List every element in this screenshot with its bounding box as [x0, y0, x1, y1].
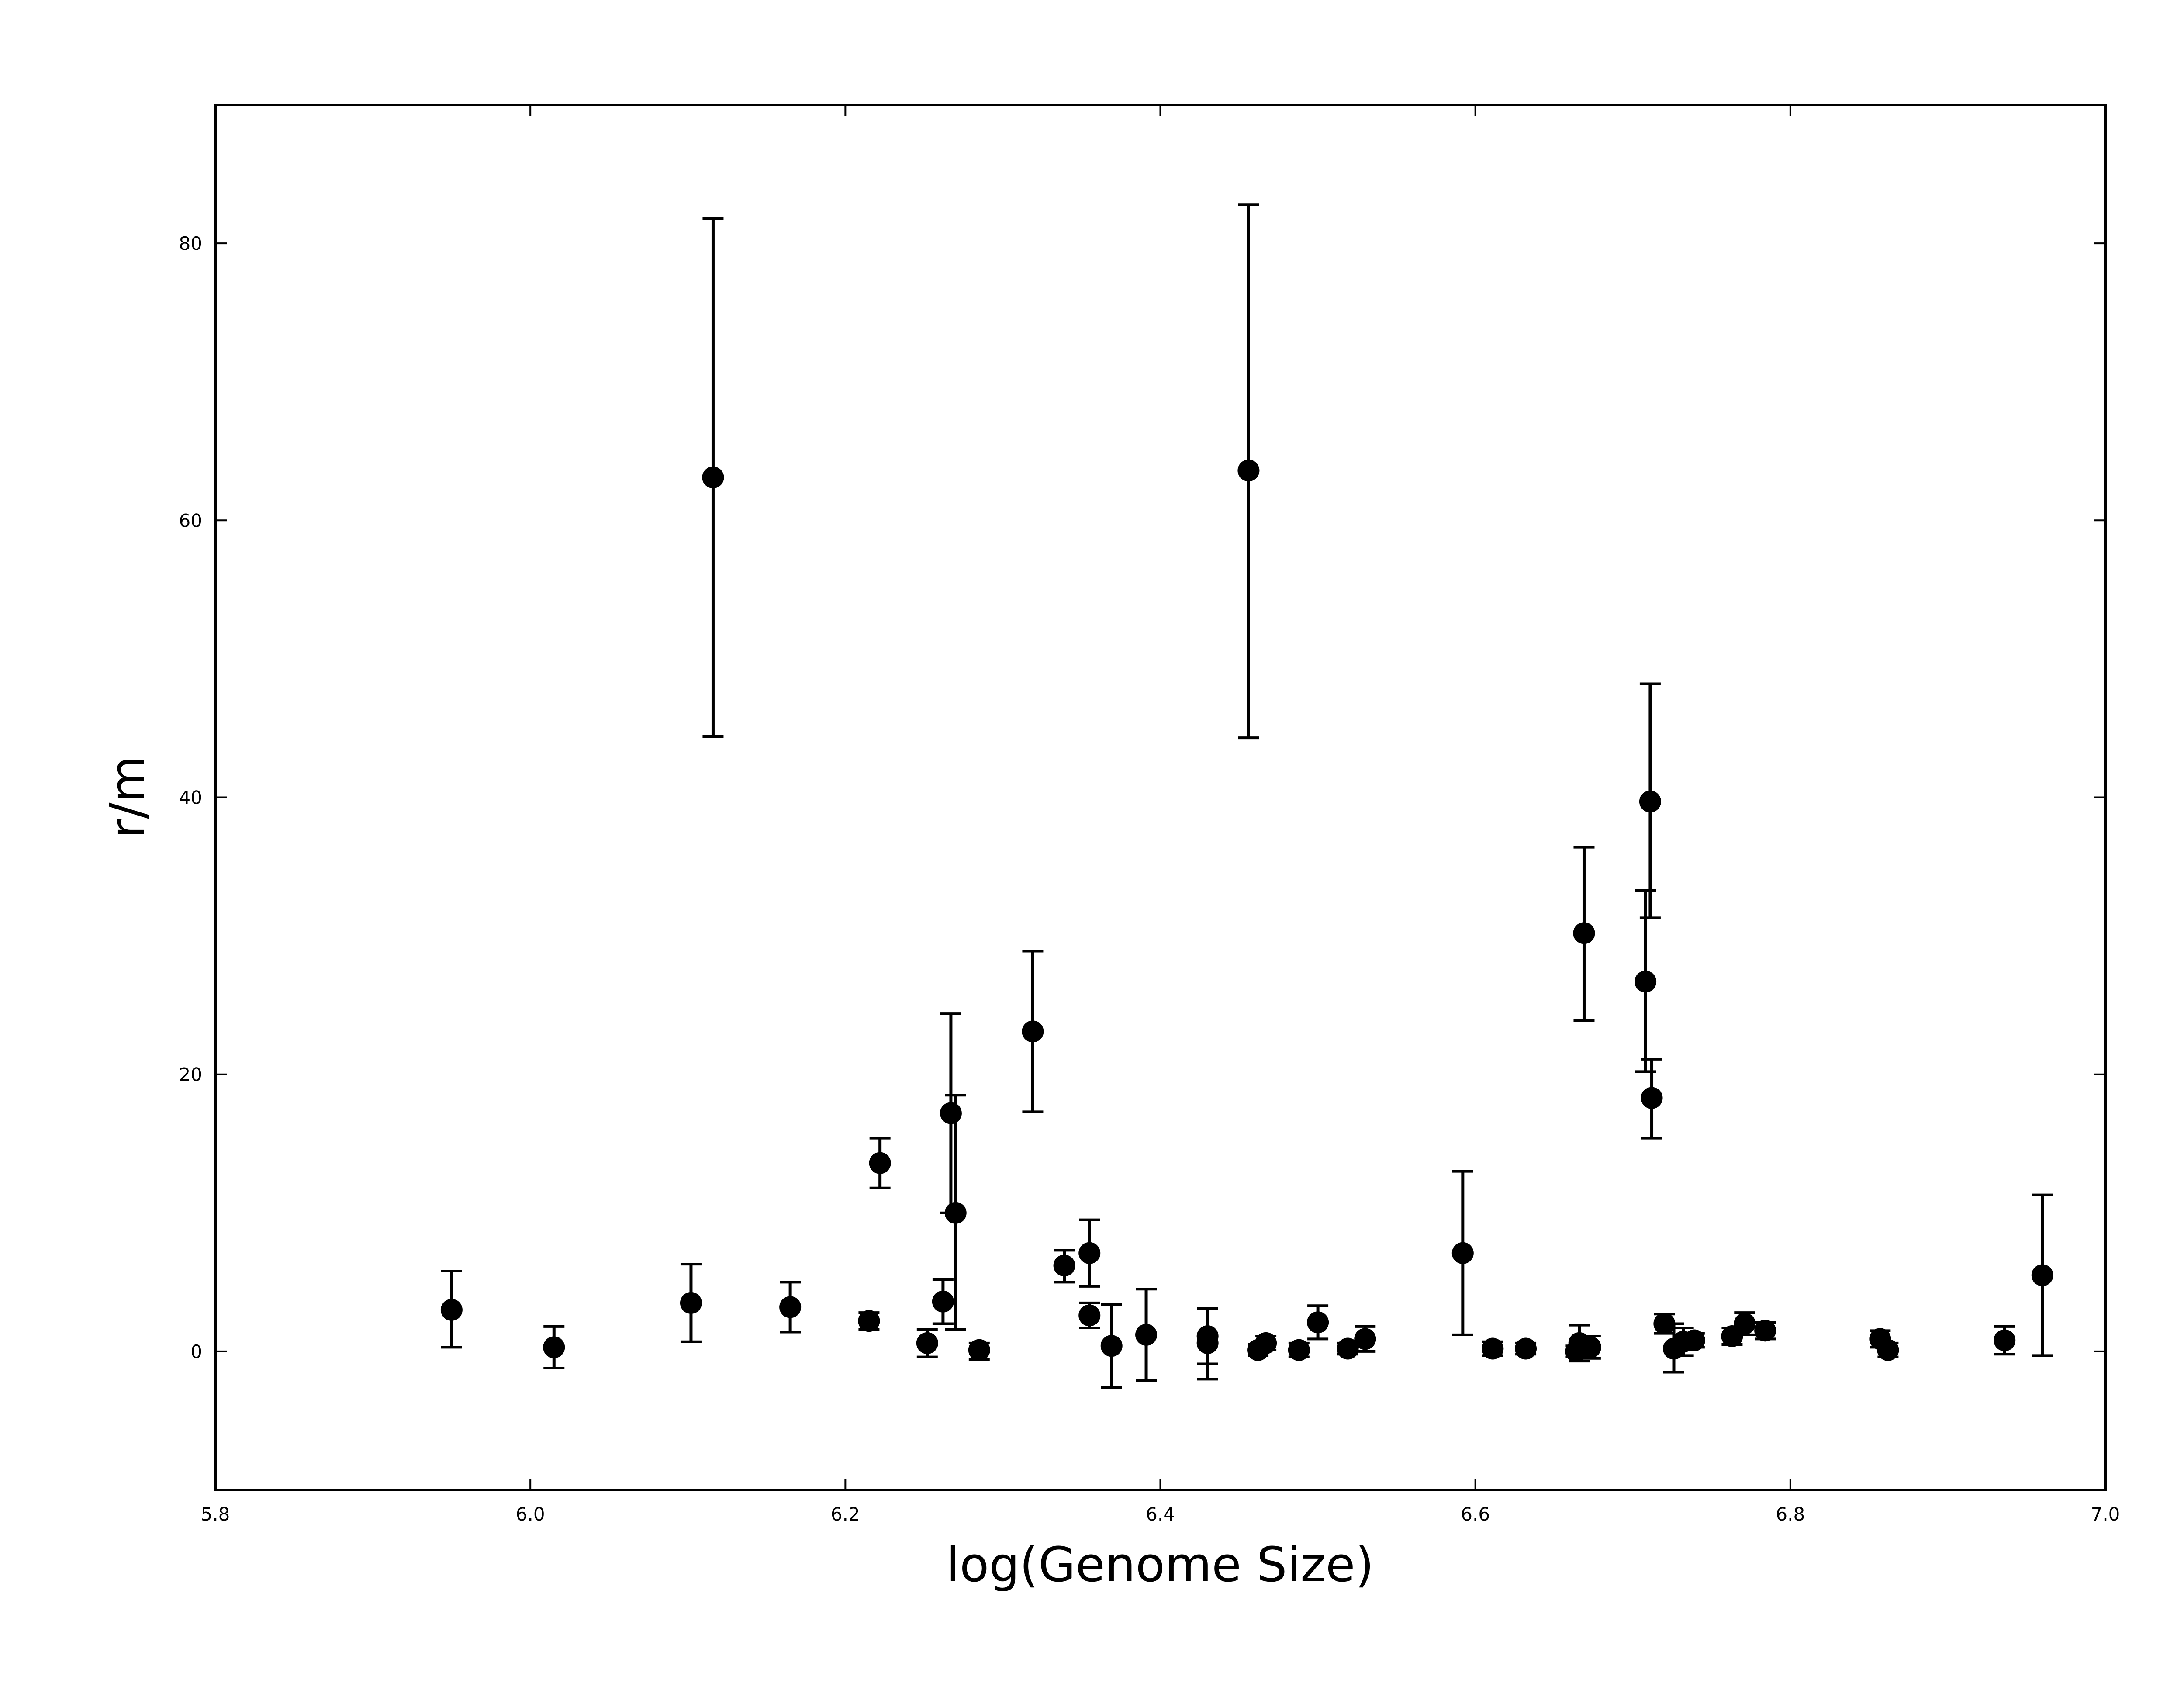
- data-point: [702, 466, 724, 488]
- data-point: [1754, 1320, 1776, 1342]
- data-point: [1635, 971, 1657, 993]
- data-point: [1053, 1255, 1075, 1277]
- data-point: [858, 1310, 880, 1332]
- data-point: [1653, 1313, 1676, 1335]
- x-axis-title: log(Genome Size): [946, 1537, 1374, 1593]
- data-point: [1877, 1339, 1899, 1361]
- data-point: [680, 1292, 702, 1314]
- data-point: [779, 1296, 802, 1318]
- axis-ticks: [214, 105, 2106, 1490]
- data-markers: [440, 460, 2053, 1362]
- data-point: [1451, 1242, 1474, 1264]
- y-tick-labels: 0 20 40 60 80: [179, 233, 202, 1362]
- x-tick-label: 6.4: [1146, 1503, 1175, 1525]
- data-point: [1579, 1336, 1601, 1358]
- y-tick-label: 40: [179, 787, 202, 809]
- data-point: [1482, 1337, 1504, 1360]
- y-tick-label: 20: [179, 1064, 202, 1085]
- data-point: [1288, 1339, 1310, 1361]
- data-point: [916, 1332, 938, 1354]
- data-point: [440, 1299, 463, 1321]
- y-tick-label: 80: [179, 233, 202, 254]
- data-point: [1307, 1311, 1329, 1334]
- data-point: [1994, 1329, 2016, 1351]
- data-point: [1196, 1332, 1219, 1354]
- x-tick-label: 5.8: [201, 1503, 230, 1525]
- x-tick-label: 6.2: [831, 1503, 860, 1525]
- data-point: [1237, 460, 1260, 482]
- y-tick-label: 60: [179, 510, 202, 531]
- data-point: [1639, 791, 1661, 813]
- data-point: [1255, 1332, 1277, 1354]
- data-point: [869, 1152, 891, 1174]
- data-point: [1100, 1335, 1123, 1357]
- data-point: [1641, 1087, 1663, 1109]
- data-point: [1734, 1313, 1756, 1335]
- data-point: [944, 1202, 967, 1224]
- data-point: [1135, 1324, 1158, 1346]
- x-tick-label: 6.6: [1461, 1503, 1490, 1525]
- data-point: [1354, 1328, 1376, 1350]
- y-tick-label: 0: [190, 1341, 202, 1362]
- data-point: [932, 1290, 954, 1313]
- data-point: [1078, 1304, 1101, 1327]
- y-axis-title: r/m: [100, 756, 156, 838]
- x-tick-label: 7.0: [2091, 1503, 2120, 1525]
- data-point: [1078, 1242, 1101, 1264]
- x-tick-labels: 5.8 6.0 6.2 6.4 6.6 6.8 7.0: [201, 1503, 2120, 1525]
- data-point: [1337, 1337, 1359, 1360]
- data-point: [1515, 1337, 1537, 1360]
- data-point: [1683, 1329, 1705, 1351]
- data-point: [940, 1102, 962, 1124]
- data-point: [968, 1339, 990, 1361]
- data-point: [1022, 1020, 1044, 1043]
- data-point: [2031, 1264, 2053, 1286]
- data-point: [1573, 922, 1595, 944]
- data-point: [543, 1336, 565, 1358]
- plot-frame: [214, 104, 2107, 1491]
- x-tick-label: 6.8: [1776, 1503, 1805, 1525]
- error-bars: [441, 203, 2053, 1389]
- x-tick-label: 6.0: [516, 1503, 545, 1525]
